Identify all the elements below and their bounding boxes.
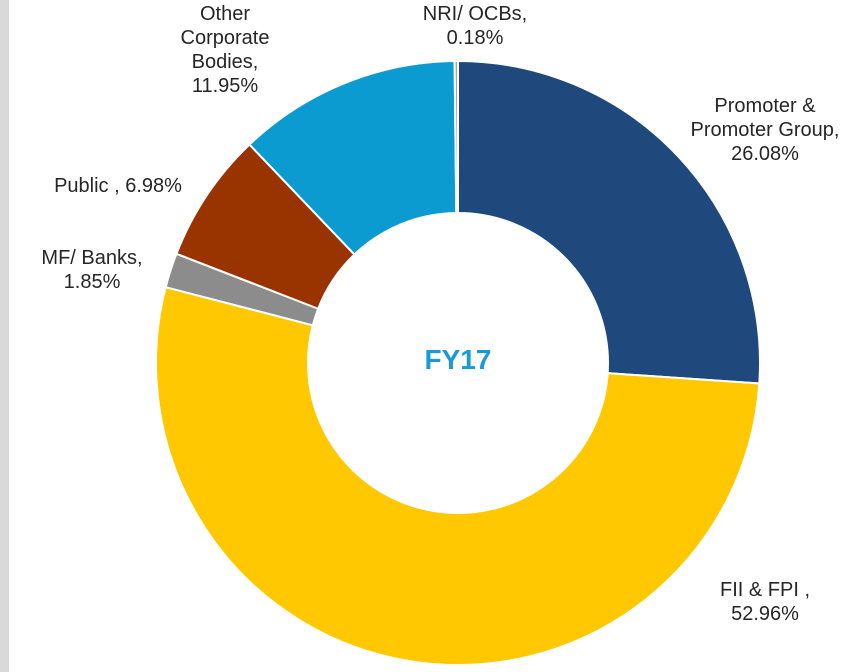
data-label: NRI/ OCBs, 0.18% bbox=[400, 2, 550, 50]
category-label: Other Corporate Bodies, bbox=[180, 3, 270, 73]
data-label: Promoter & Promoter Group, 26.08% bbox=[690, 94, 840, 166]
center-label: FY17 bbox=[424, 344, 492, 375]
value-label: 1.85% bbox=[63, 271, 121, 293]
donut-slice bbox=[453, 59, 459, 215]
category-label: MF/ Banks, bbox=[41, 247, 143, 269]
data-label: Public , 6.98% bbox=[18, 174, 218, 198]
data-label: MF/ Banks, 1.85% bbox=[12, 246, 172, 294]
category-label: FII & FPI , bbox=[719, 579, 810, 601]
value-label: 11.95% bbox=[191, 75, 259, 97]
value-label: 0.18% bbox=[446, 27, 504, 49]
value-label: 6.98% bbox=[125, 175, 182, 197]
data-label: FII & FPI , 52.96% bbox=[680, 578, 850, 626]
value-label: 52.96% bbox=[731, 603, 799, 625]
category-label: Promoter & Promoter Group, bbox=[690, 95, 840, 141]
data-label: Other Corporate Bodies, 11.95% bbox=[160, 2, 290, 98]
side-stripe bbox=[0, 0, 9, 672]
donut-slice bbox=[457, 59, 761, 385]
donut-slice bbox=[155, 285, 761, 666]
category-label: Public , bbox=[54, 175, 120, 197]
category-label: NRI/ OCBs, bbox=[422, 3, 528, 25]
value-label: 26.08% bbox=[731, 143, 799, 165]
